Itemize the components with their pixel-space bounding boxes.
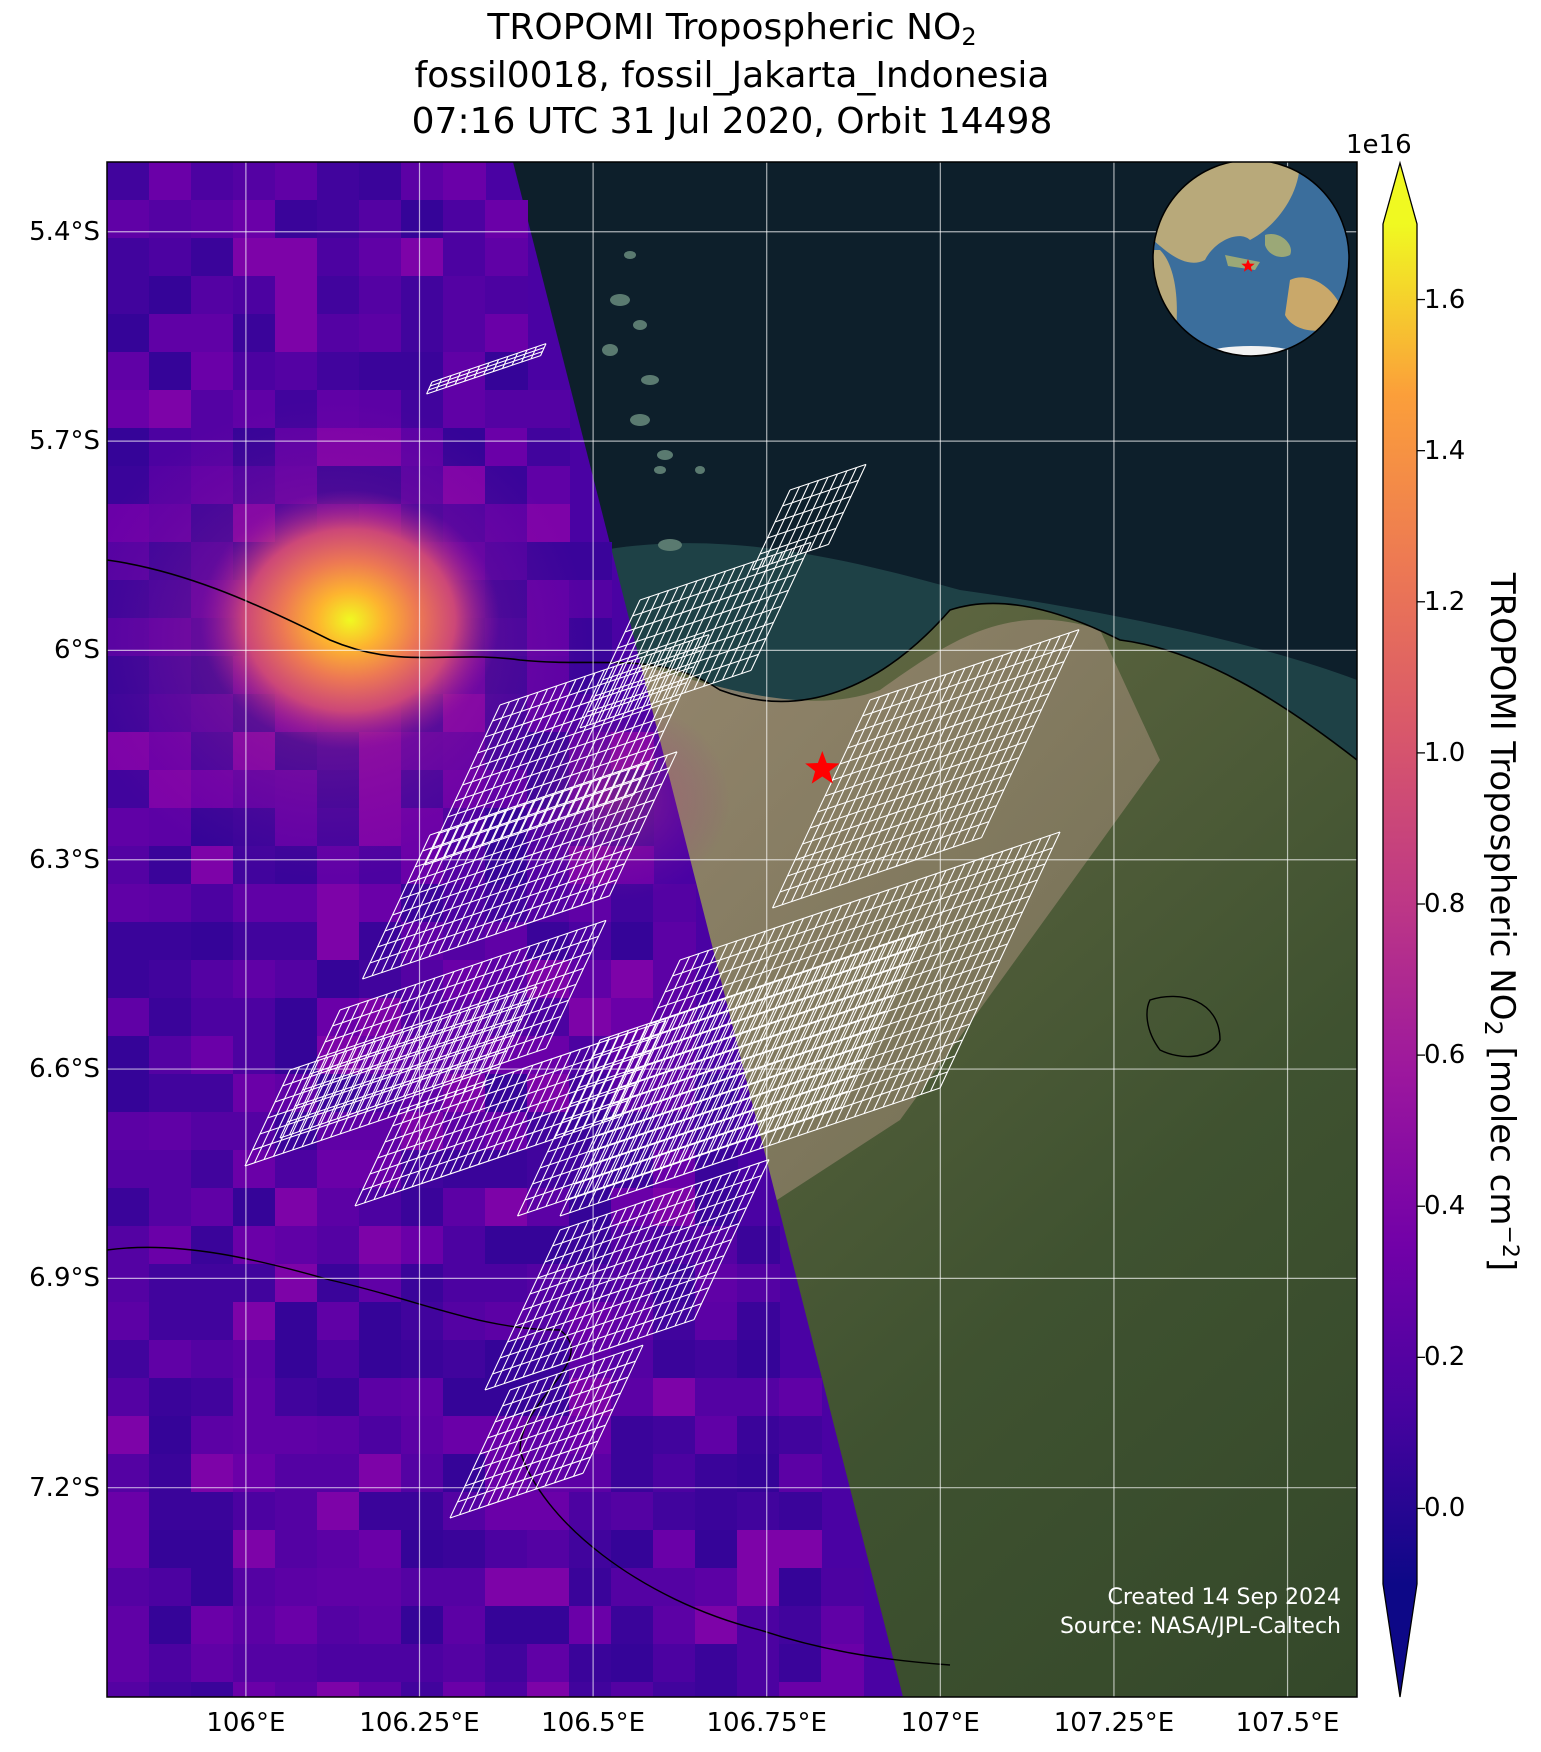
no2-hotspot-jakarta [107,400,590,880]
lon-tick-label: 107.25°E [1053,1708,1175,1738]
colorbar-tick-label: 0.6 [1424,1040,1466,1071]
lat-tick-label: 6.6°S [29,1054,100,1085]
gridlines [107,162,1357,1697]
colorbar-label: TROPOMI Tropospheric NO2 [molec cm−2] [1479,572,1522,1272]
lon-tick-label: 106.25°E [359,1708,480,1738]
sounding-footprints [244,343,1080,1519]
colorbar-exponent: 1e16 [1346,130,1412,160]
inset-globe [1152,162,1350,357]
map-frame [106,161,1358,1698]
source-credit: Source: NASA/JPL-Caltech [1059,1614,1341,1639]
lon-tick-label: 106.75°E [706,1708,827,1738]
title-line-3: 07:16 UTC 31 Jul 2020, Orbit 14498 [411,101,1053,142]
colorbar-tick-label: 1.4 [1424,435,1466,466]
lon-tick-label: 107.5°E [1235,1708,1340,1738]
colorbar-tick-label: 1.0 [1424,737,1466,768]
lat-tick-label: 6.3°S [29,844,100,875]
target-star-marker [805,751,840,784]
colorbar-tick-label: 1.6 [1424,284,1466,315]
colorbar-tick-label: 0.8 [1424,889,1466,919]
lat-tick-label: 6°S [53,635,100,666]
lake-outline [1146,995,1221,1058]
lon-tick-label: 106.5°E [541,1708,646,1738]
colorbar-tick-label: 0.0 [1424,1493,1466,1524]
colorbar-extend-top [1383,163,1417,224]
title-line-1: TROPOMI Tropospheric NO2 [487,7,977,51]
thousand-islands [602,251,705,551]
lat-tick-label: 5.7°S [29,426,100,457]
created-date-note: Created 14 Sep 2024 [1107,1585,1342,1610]
lon-tick-label: 106°E [206,1708,286,1738]
colorbar-tick-label: 0.2 [1424,1342,1466,1373]
colorbar-extend-bottom [1383,1584,1417,1697]
lat-tick-label: 6.9°S [29,1263,100,1294]
lat-tick-label: 5.4°S [29,216,100,247]
coastal-plain [620,619,1160,1250]
colorbar [1382,160,1425,1698]
colorbar-tick-label: 1.2 [1424,586,1466,617]
lat-tick-label: 7.2°S [29,1472,100,1503]
lon-tick-label: 107°E [900,1708,980,1738]
title-line-2: fossil0018, fossil_Jakarta_Indonesia [414,55,1050,96]
globe-target-star [1241,259,1255,272]
colorbar-tick-label: 0.4 [1424,1191,1466,1222]
coastline [107,559,1357,761]
